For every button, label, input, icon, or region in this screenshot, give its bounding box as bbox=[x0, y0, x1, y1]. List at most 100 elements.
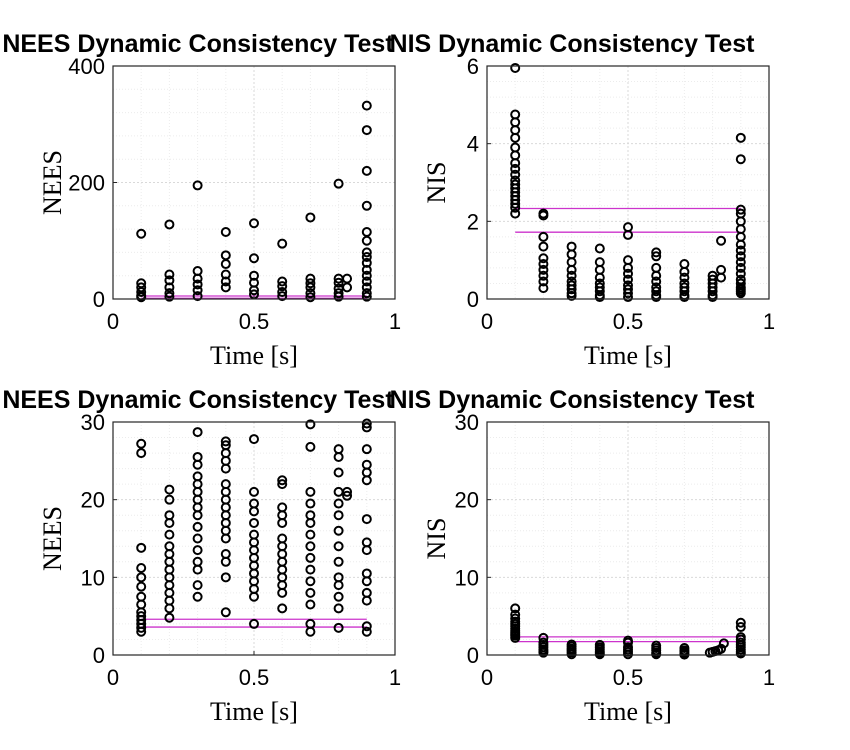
data-point bbox=[538, 231, 549, 242]
data-point bbox=[305, 599, 316, 610]
data-point bbox=[136, 448, 147, 459]
panel-2-xlabel: Time [s] bbox=[584, 341, 672, 370]
panel-3-ylabel: NEES bbox=[38, 506, 67, 571]
y-tick-label: 0 bbox=[93, 643, 105, 668]
y-tick-label: 20 bbox=[81, 488, 105, 513]
data-point bbox=[305, 441, 316, 452]
panel-4-ylabel: NIS bbox=[422, 518, 451, 560]
data-point bbox=[361, 165, 372, 176]
data-point bbox=[651, 251, 662, 262]
data-point bbox=[305, 552, 316, 563]
data-point bbox=[220, 269, 231, 280]
panel-1-title: NEES Dynamic Consistency Test bbox=[2, 30, 394, 58]
data-point bbox=[305, 292, 316, 303]
data-point bbox=[305, 212, 316, 223]
x-tick-label: 0.5 bbox=[613, 309, 644, 334]
data-point bbox=[623, 268, 633, 279]
panel-1-ylabel: NEES bbox=[38, 150, 67, 215]
data-point bbox=[510, 169, 521, 180]
data-point bbox=[333, 580, 344, 591]
data-point bbox=[538, 264, 549, 275]
data-point bbox=[735, 262, 746, 273]
data-point bbox=[594, 272, 605, 283]
data-point bbox=[679, 286, 690, 297]
data-point bbox=[623, 274, 633, 285]
data-point bbox=[192, 291, 203, 302]
data-point bbox=[277, 291, 288, 302]
data-point bbox=[333, 288, 344, 299]
data-point bbox=[192, 279, 203, 290]
panel-4-points bbox=[510, 603, 746, 660]
panel-3-points bbox=[136, 418, 372, 637]
y-tick-label: 10 bbox=[455, 565, 479, 590]
data-point bbox=[623, 649, 633, 660]
data-point bbox=[277, 603, 288, 614]
data-point bbox=[136, 438, 147, 449]
x-tick-label: 0 bbox=[107, 665, 119, 690]
data-point bbox=[249, 618, 259, 629]
data-point bbox=[623, 292, 633, 303]
data-point bbox=[220, 572, 231, 583]
data-point bbox=[361, 252, 372, 263]
data-point bbox=[538, 283, 549, 294]
data-point bbox=[136, 292, 147, 303]
data-point bbox=[361, 576, 372, 587]
data-point bbox=[361, 247, 372, 258]
x-tick-label: 1 bbox=[389, 665, 401, 690]
data-point bbox=[164, 288, 175, 299]
data-point bbox=[220, 436, 231, 447]
data-point bbox=[333, 622, 344, 633]
data-point bbox=[510, 609, 521, 620]
data-point bbox=[361, 100, 372, 111]
data-point bbox=[220, 556, 231, 567]
data-point bbox=[538, 270, 549, 281]
data-point bbox=[361, 200, 372, 211]
data-point bbox=[735, 239, 746, 250]
data-point bbox=[342, 490, 353, 501]
data-point bbox=[136, 563, 147, 574]
data-point bbox=[192, 510, 203, 521]
data-point bbox=[333, 591, 344, 602]
panel-3-title: NEES Dynamic Consistency Test bbox=[2, 386, 394, 414]
data-point bbox=[361, 545, 372, 556]
y-tick-label: 4 bbox=[467, 132, 479, 157]
data-point bbox=[249, 253, 259, 264]
data-point bbox=[277, 238, 288, 249]
panel-1-grid bbox=[112, 65, 396, 300]
data-point bbox=[164, 291, 175, 302]
data-point bbox=[333, 541, 344, 552]
data-point bbox=[249, 434, 259, 445]
data-point bbox=[220, 463, 231, 474]
data-point bbox=[735, 288, 746, 299]
data-point bbox=[220, 533, 231, 544]
data-point bbox=[566, 290, 577, 301]
data-point bbox=[510, 158, 521, 169]
data-point bbox=[361, 418, 372, 429]
data-point bbox=[361, 475, 372, 486]
data-point bbox=[249, 285, 259, 296]
data-point bbox=[361, 270, 372, 281]
data-point bbox=[277, 287, 288, 298]
data-point bbox=[220, 282, 231, 293]
data-point bbox=[220, 607, 231, 618]
data-point bbox=[735, 251, 746, 262]
data-point bbox=[305, 587, 316, 598]
data-point bbox=[192, 545, 203, 556]
data-point bbox=[333, 451, 344, 462]
data-point bbox=[716, 235, 727, 246]
data-point bbox=[651, 649, 662, 660]
data-point bbox=[735, 154, 746, 165]
data-point bbox=[361, 514, 372, 525]
data-point bbox=[164, 494, 175, 505]
panel-4-grid bbox=[486, 421, 770, 656]
panel-2: 0 0.5 1 0 2 4 6 NIS Dynamic Consistency Test T… bbox=[390, 30, 776, 370]
data-point bbox=[679, 272, 690, 283]
data-point bbox=[594, 292, 605, 303]
data-point bbox=[538, 632, 549, 643]
data-point bbox=[333, 178, 344, 189]
y-tick-label: 20 bbox=[455, 488, 479, 513]
data-point bbox=[192, 459, 203, 470]
